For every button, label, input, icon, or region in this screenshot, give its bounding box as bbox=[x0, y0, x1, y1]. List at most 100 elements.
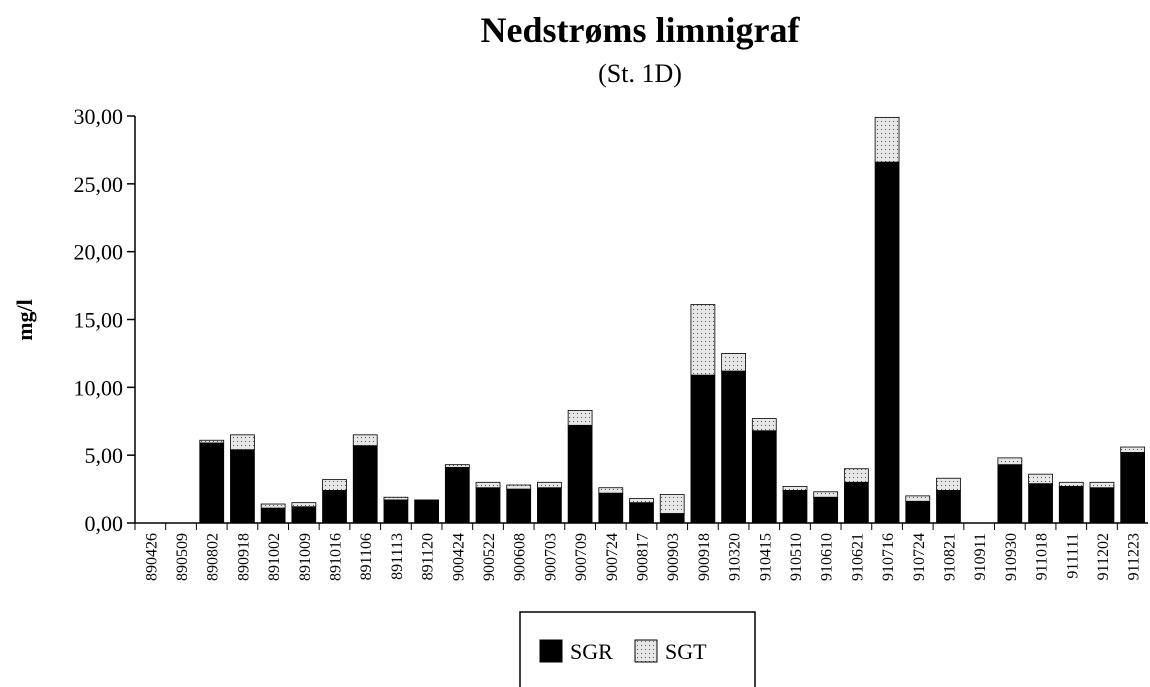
x-tick-label: 891113 bbox=[389, 533, 406, 580]
y-tick-label: 30,00 bbox=[74, 104, 124, 129]
bar-segment bbox=[260, 507, 286, 524]
bar-segment bbox=[1028, 483, 1053, 524]
x-tick-label: 900724 bbox=[604, 533, 621, 581]
bar-segment bbox=[1120, 446, 1146, 453]
x-tick-label: 891002 bbox=[266, 533, 283, 581]
bar-segment bbox=[997, 464, 1023, 524]
bar-segment bbox=[751, 418, 777, 432]
x-tick-label: 910621 bbox=[849, 533, 866, 581]
bar-segment bbox=[537, 481, 562, 489]
bar-segment bbox=[1089, 481, 1115, 489]
bar-segment bbox=[874, 116, 900, 163]
bar-segment bbox=[782, 485, 808, 491]
legend-box bbox=[519, 611, 756, 687]
bar-segment bbox=[322, 479, 347, 491]
bar-segment bbox=[199, 439, 225, 444]
bar-segment bbox=[567, 424, 593, 524]
bar-segment bbox=[537, 487, 562, 524]
bar-segment bbox=[629, 498, 654, 504]
bar-segment bbox=[629, 502, 654, 524]
bar-segment bbox=[1058, 481, 1084, 487]
bar-segment bbox=[506, 488, 532, 524]
x-tick-label: 900703 bbox=[542, 533, 559, 581]
x-tick-label: 911202 bbox=[1095, 533, 1112, 580]
bar-segment bbox=[690, 374, 716, 524]
bar-segment bbox=[1058, 485, 1084, 524]
y-tick-label: 0,00 bbox=[85, 511, 124, 536]
bar-segment bbox=[905, 495, 931, 502]
bar-segment bbox=[444, 466, 470, 524]
y-axis-label: mg/l bbox=[12, 299, 37, 341]
legend-swatch bbox=[539, 639, 563, 663]
bar-segment bbox=[291, 506, 317, 524]
bar-segment bbox=[506, 484, 532, 490]
bar-segment bbox=[260, 503, 286, 509]
bar-segment bbox=[352, 445, 378, 524]
x-tick-label: 890802 bbox=[205, 533, 222, 581]
bar-segment bbox=[567, 409, 593, 426]
x-tick-label: 911223 bbox=[1126, 533, 1143, 580]
x-tick-label: 890918 bbox=[235, 533, 252, 581]
bar-segment bbox=[475, 487, 501, 524]
y-tick-label: 20,00 bbox=[74, 240, 124, 265]
bar-segment bbox=[598, 492, 624, 524]
x-tick-label: 900817 bbox=[635, 533, 652, 581]
x-tick-label: 910610 bbox=[819, 533, 836, 581]
bar-segment bbox=[1028, 473, 1053, 485]
bar-segment bbox=[199, 442, 225, 524]
legend-label: SGT bbox=[665, 639, 707, 664]
bar-segment bbox=[813, 491, 839, 498]
x-tick-label: 910415 bbox=[757, 533, 774, 581]
bar-segment bbox=[690, 304, 716, 376]
bar-segment bbox=[813, 496, 839, 524]
x-tick-label: 900709 bbox=[573, 533, 590, 581]
x-tick-label: 900918 bbox=[696, 533, 713, 581]
x-tick-label: 910821 bbox=[941, 533, 958, 581]
bar-segment bbox=[1089, 487, 1115, 524]
bar-segment bbox=[844, 481, 869, 524]
chart-subtitle: (St. 1D) bbox=[598, 59, 682, 88]
bar-segment bbox=[874, 161, 900, 524]
bar-segment bbox=[444, 464, 470, 468]
y-tick-label: 25,00 bbox=[74, 172, 124, 197]
bar-segment bbox=[721, 353, 746, 372]
x-tick-label: 900903 bbox=[665, 533, 682, 581]
bar-segment bbox=[782, 490, 808, 524]
y-tick-label: 15,00 bbox=[74, 308, 124, 333]
bar-segment bbox=[997, 457, 1023, 466]
x-tick-label: 900424 bbox=[450, 533, 467, 581]
bar-segment bbox=[598, 487, 624, 494]
bar-segment bbox=[291, 502, 317, 508]
x-tick-label: 900522 bbox=[481, 533, 498, 581]
x-tick-label: 890509 bbox=[174, 533, 191, 581]
bar-segment bbox=[230, 449, 255, 524]
y-tick-label: 10,00 bbox=[74, 375, 124, 400]
bar-segment bbox=[383, 496, 409, 501]
bar-segment bbox=[721, 370, 746, 524]
bar-segment bbox=[230, 434, 255, 451]
x-tick-label: 891016 bbox=[328, 533, 345, 581]
bar-segment bbox=[936, 477, 961, 491]
x-tick-label: 911111 bbox=[1064, 533, 1081, 579]
bar-segment bbox=[659, 494, 685, 514]
bar-segment bbox=[414, 499, 439, 524]
bar-segment bbox=[659, 513, 685, 524]
x-tick-label: 891120 bbox=[420, 533, 437, 580]
x-tick-label: 910930 bbox=[1003, 533, 1020, 581]
bar-segment bbox=[905, 500, 931, 524]
legend-label: SGR bbox=[570, 639, 613, 664]
bar-segment bbox=[352, 434, 378, 447]
bar-segment bbox=[844, 468, 869, 483]
bar-segment bbox=[751, 430, 777, 524]
x-tick-label: 900608 bbox=[512, 533, 529, 581]
bar-segment bbox=[475, 481, 501, 489]
bar-segment bbox=[383, 499, 409, 524]
x-tick-label: 910716 bbox=[880, 533, 897, 581]
chart-title: Nedstrøms limnigraf bbox=[481, 10, 801, 50]
x-tick-label: 891106 bbox=[358, 533, 375, 580]
x-tick-label: 910724 bbox=[911, 533, 928, 581]
bar-segment bbox=[936, 490, 961, 524]
x-tick-label: 890426 bbox=[143, 533, 160, 581]
bar-segment bbox=[322, 490, 347, 524]
